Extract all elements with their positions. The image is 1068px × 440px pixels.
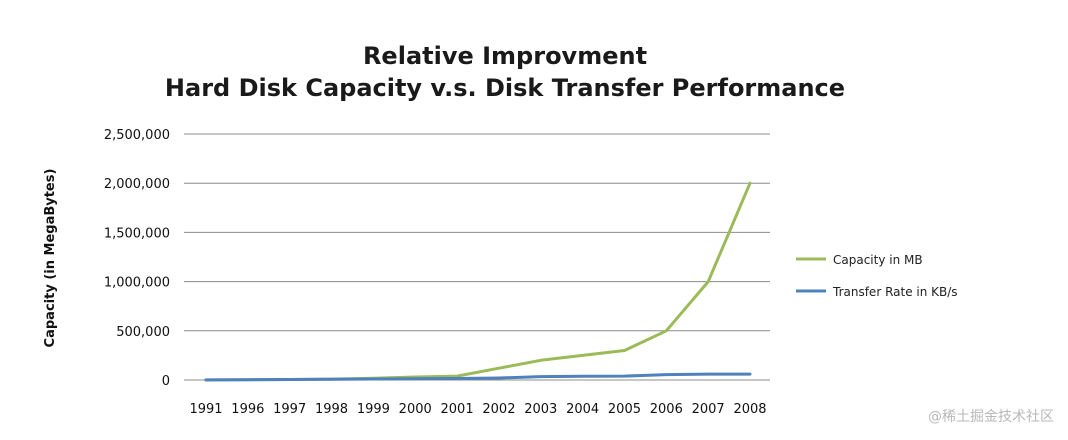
grid-lines	[184, 133, 770, 381]
x-tick-label: 1991	[189, 402, 222, 417]
x-tick-label: 2000	[399, 402, 432, 417]
y-tick-label: 1,500,000	[104, 226, 170, 241]
y-axis-title: Capacity (in MegaBytes)	[43, 169, 58, 348]
y-axis-ticks: 0 500,000 1,000,000 1,500,000 2,000,000 2,500…	[104, 128, 170, 389]
chart-subtitle: Hard Disk Capacity v.s. Disk Transfer Pe…	[164, 74, 846, 102]
x-tick-label: 2004	[566, 402, 599, 417]
x-tick-label: 1999	[357, 402, 390, 417]
watermark: @稀土掘金技术社区	[928, 409, 1054, 425]
x-tick-label: 2008	[733, 402, 766, 417]
y-tick-label: 0	[162, 374, 170, 389]
x-tick-label: 1998	[315, 402, 348, 417]
x-tick-label: 2006	[650, 402, 683, 417]
x-tick-label: 1997	[273, 402, 306, 417]
series-line-transfer-rate	[204, 372, 752, 382]
x-tick-label: 2005	[608, 402, 641, 417]
x-tick-label: 2001	[441, 402, 474, 417]
x-tick-label: 2002	[482, 402, 515, 417]
x-tick-label: 2007	[692, 402, 725, 417]
legend: Capacity in MB Transfer Rate in KB/s	[796, 253, 958, 299]
y-tick-label: 2,000,000	[104, 177, 170, 192]
x-tick-label: 1996	[231, 402, 264, 417]
chart-title: Relative Improvment	[362, 42, 648, 70]
y-tick-label: 500,000	[116, 325, 170, 340]
y-tick-label: 1,000,000	[104, 276, 170, 291]
series-lines	[204, 181, 752, 382]
chart-title-block: Relative Improvment Hard Disk Capacity v…	[0, 40, 1010, 104]
x-tick-label: 2003	[524, 402, 557, 417]
legend-label: Transfer Rate in KB/s	[832, 285, 958, 299]
x-axis-ticks: 1991 1996 1997 1998 1999 2000 2001 2002 2003 2004…	[189, 402, 766, 417]
legend-label: Capacity in MB	[833, 253, 923, 267]
y-tick-label: 2,500,000	[104, 128, 170, 143]
